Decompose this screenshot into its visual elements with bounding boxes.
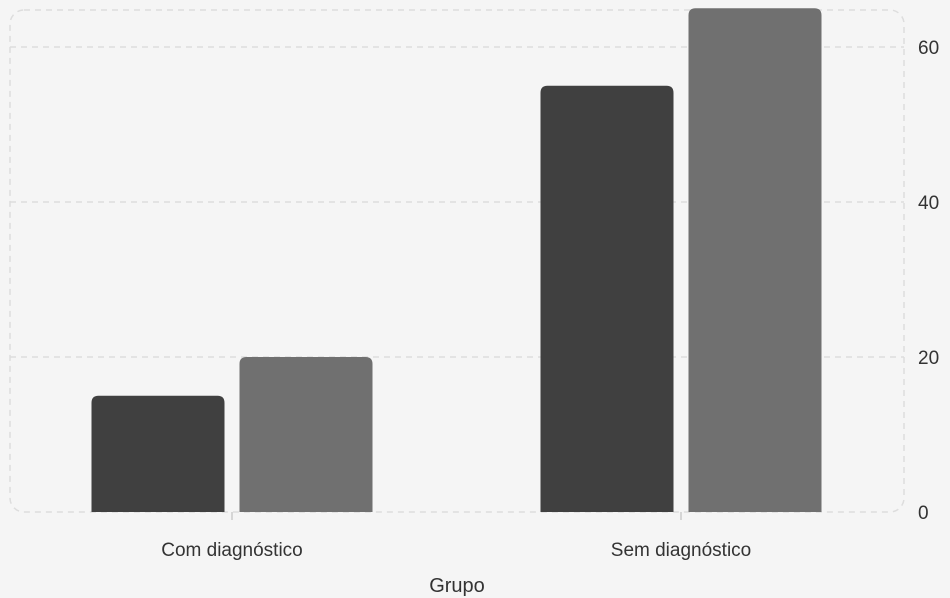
bars [91, 8, 822, 512]
bar-1-series-0 [540, 85, 674, 512]
bar-0-series-1 [239, 357, 373, 512]
bar-0-series-0 [91, 395, 225, 512]
grid-lines [10, 46, 904, 358]
bar-1-series-1 [688, 8, 822, 512]
y-tick-label-2: 40 [918, 193, 939, 214]
plot-frame [9, 9, 905, 513]
y-tick-label-0: 0 [918, 503, 929, 524]
x-tick-label-0: Com diagnóstico [161, 540, 303, 561]
x-axis-title: Grupo [429, 575, 485, 597]
y-tick-label-1: 20 [918, 348, 939, 369]
y-tick-label-3: 60 [918, 38, 939, 59]
x-axis-ticks: Com diagnóstico Sem diagnóstico [161, 512, 751, 561]
x-tick-label-1: Sem diagnóstico [611, 540, 751, 561]
y-axis-ticks: 0 20 40 60 [918, 38, 939, 524]
